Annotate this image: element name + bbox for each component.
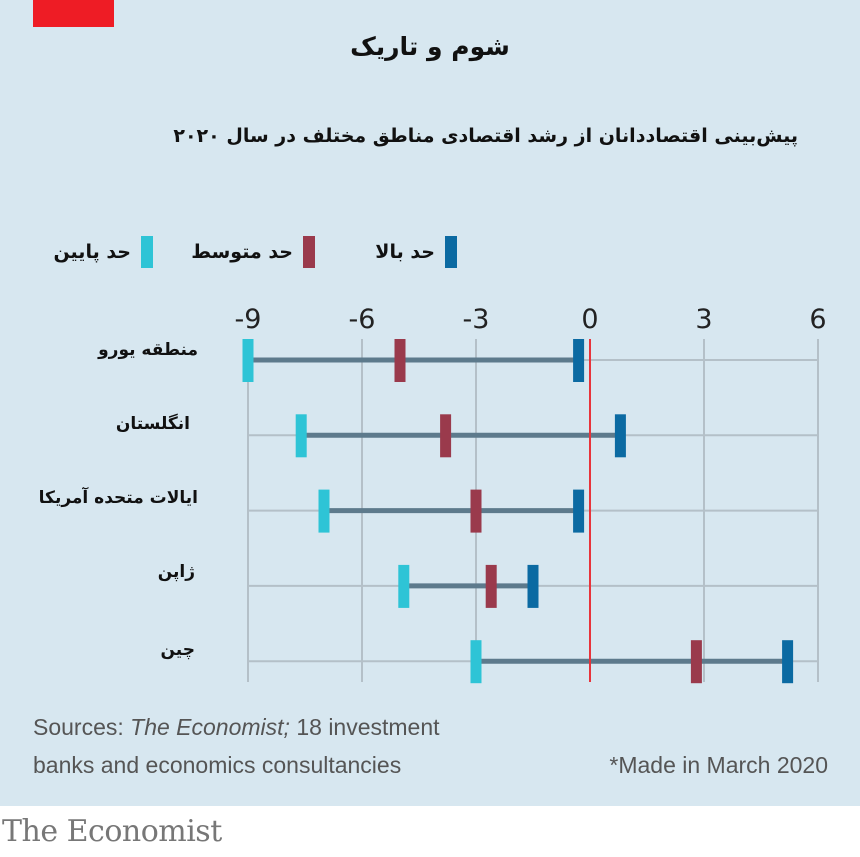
marker-mid: [470, 489, 482, 533]
chart-subtitle: پیش‌بینی اقتصاددانان از رشد اقتصادی مناط…: [173, 125, 798, 147]
x-tick-label: 6: [809, 304, 826, 335]
sources-prefix: Sources:: [33, 714, 131, 740]
row-label-eurozone: منطقه یورو: [98, 340, 198, 360]
legend-label-high: حد بالا: [375, 241, 435, 263]
legend-item-low: حد پایین: [53, 236, 153, 268]
row-label-japan: ژاپن: [157, 562, 195, 582]
marker-low: [295, 414, 307, 458]
chart-panel: [0, 0, 860, 806]
made-in-note: *Made in March 2020: [609, 752, 828, 778]
marker-low: [318, 489, 330, 533]
marker-high: [782, 640, 794, 684]
legend-swatch-mid: [303, 236, 315, 268]
marker-high: [573, 489, 585, 533]
marker-mid: [485, 564, 497, 608]
sources-note: Sources: The Economist; 18 investment ba…: [33, 708, 440, 784]
marker-high: [573, 339, 585, 382]
sources-line2: banks and economics consultancies: [33, 752, 402, 778]
marker-high: [614, 414, 626, 458]
legend-label-mid: حد متوسط: [191, 241, 293, 263]
row-label-us: ایالات متحده آمریکا: [38, 488, 198, 508]
brand-red-tag: [33, 0, 114, 27]
row-label-uk: انگلستان: [115, 414, 190, 434]
row-label-china: چین: [160, 640, 196, 660]
brand-logo: The Economist: [2, 814, 222, 849]
legend-item-high: حد بالا: [375, 236, 457, 268]
marker-mid: [394, 339, 406, 382]
marker-high: [527, 564, 539, 608]
legend-item-mid: حد متوسط: [191, 236, 315, 268]
x-tick-label: -9: [235, 304, 262, 335]
marker-low: [398, 564, 410, 608]
marker-mid: [440, 414, 452, 458]
sources-italic: The Economist;: [130, 714, 290, 740]
marker-mid: [690, 640, 702, 684]
x-tick-label: -6: [349, 304, 376, 335]
marker-low: [470, 640, 482, 684]
legend-swatch-high: [445, 236, 457, 268]
x-tick-label: 0: [581, 304, 598, 335]
x-tick-label: 3: [695, 304, 712, 335]
legend-swatch-low: [141, 236, 153, 268]
sources-rest: 18 investment: [289, 714, 440, 740]
legend-label-low: حد پایین: [53, 241, 131, 263]
marker-low: [242, 339, 254, 382]
x-tick-label: -3: [463, 304, 490, 335]
chart-title: شوم و تاریک: [350, 32, 510, 61]
